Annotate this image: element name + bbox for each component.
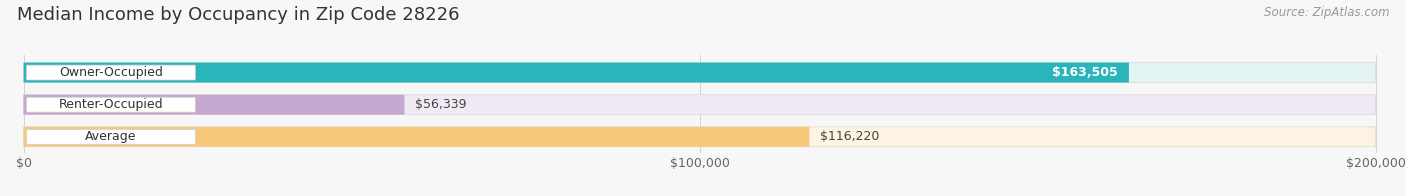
FancyBboxPatch shape — [24, 95, 405, 115]
FancyBboxPatch shape — [27, 97, 195, 112]
Text: Average: Average — [86, 130, 136, 143]
Text: $56,339: $56,339 — [415, 98, 467, 111]
FancyBboxPatch shape — [27, 65, 195, 80]
FancyBboxPatch shape — [27, 129, 195, 144]
Text: $116,220: $116,220 — [820, 130, 880, 143]
FancyBboxPatch shape — [24, 63, 1375, 83]
Text: Owner-Occupied: Owner-Occupied — [59, 66, 163, 79]
Text: Renter-Occupied: Renter-Occupied — [59, 98, 163, 111]
FancyBboxPatch shape — [24, 63, 1129, 83]
FancyBboxPatch shape — [24, 127, 1375, 147]
Text: Source: ZipAtlas.com: Source: ZipAtlas.com — [1264, 6, 1389, 19]
FancyBboxPatch shape — [24, 95, 1375, 115]
Text: Median Income by Occupancy in Zip Code 28226: Median Income by Occupancy in Zip Code 2… — [17, 6, 460, 24]
FancyBboxPatch shape — [24, 127, 810, 147]
Text: $163,505: $163,505 — [1052, 66, 1118, 79]
